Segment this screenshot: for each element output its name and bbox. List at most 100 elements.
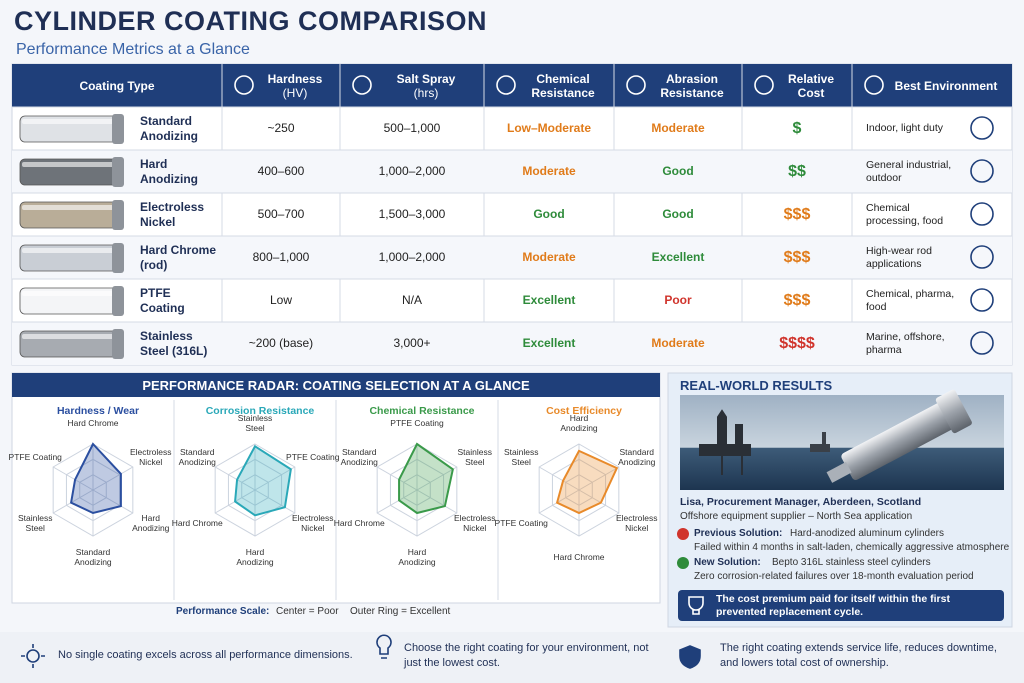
header-icon: [496, 75, 516, 95]
cell: Good: [662, 207, 694, 221]
column-header: Chemical Resistance: [518, 64, 608, 107]
cylinder-cap: [112, 243, 124, 273]
ok-icon: [677, 557, 689, 569]
header-icon: [626, 75, 646, 95]
environment-icon: [970, 245, 994, 269]
radar-spoke: [578, 489, 620, 514]
radar-axis-label: Electroless Nickel: [615, 513, 658, 534]
radar-title: PERFORMANCE RADAR: COATING SELECTION AT …: [142, 378, 530, 393]
radar-axis-label: Hard Anodizing: [560, 413, 598, 434]
radar-spoke: [376, 466, 418, 491]
new-text: Bepto 316L stainless steel cylinders: [772, 557, 931, 568]
header-icon: [864, 75, 884, 95]
cell: Excellent: [651, 250, 705, 264]
coating-name: Hard Anodizing: [140, 156, 198, 186]
subtitle: Performance Metrics at a Glance: [16, 41, 250, 58]
table-bg: [11, 63, 1013, 366]
radar-title: Chemical Resistance: [369, 405, 475, 417]
column-label: Chemical Resistance: [531, 71, 595, 100]
cell: 500–1,000: [383, 121, 441, 135]
radar-spoke: [52, 489, 94, 514]
row-band: [12, 150, 1012, 193]
radar-axis-label: Stainless Steel: [237, 413, 273, 434]
column-label: Coating Type: [79, 78, 155, 93]
results-title: REAL-WORLD RESULTS: [680, 378, 833, 393]
environment-icon: [970, 202, 994, 226]
oil-rig-far: [810, 432, 830, 452]
cell: 3,000+: [393, 336, 431, 350]
radar-spoke: [538, 466, 580, 491]
column-header: Abrasion Resistance: [648, 64, 736, 107]
radar-spoke: [254, 489, 296, 514]
cell: ~200 (base): [248, 336, 314, 350]
cell: Excellent: [522, 336, 576, 350]
radar-axis-label: Standard Anodizing: [178, 446, 216, 467]
column-label: Salt Spray: [396, 71, 456, 86]
cell: Moderate: [522, 250, 576, 264]
radar-axis-label: Hard Anodizing: [398, 546, 436, 567]
results-banner: The cost premium paid for itself within …: [716, 593, 950, 618]
column-label: Best Environment: [894, 78, 998, 93]
cell: 1,000–2,000: [378, 250, 446, 264]
radar-axis-label: Stainless Steel: [17, 513, 53, 534]
previous-detail: Failed within 4 months in salt-laden, ch…: [694, 542, 1010, 553]
environment-icon: [970, 159, 994, 183]
radar-title: Corrosion Resistance: [205, 405, 315, 417]
footer-text: No single coating excels across all perf…: [58, 649, 353, 661]
results-person: Lisa, Procurement Manager, Aberdeen, Sco…: [680, 496, 922, 508]
footer-text: Choose the right coating for your enviro…: [404, 642, 649, 669]
cell: Excellent: [522, 293, 576, 307]
trophy-icon: [688, 596, 704, 615]
photo-cylinder: [826, 389, 972, 483]
radar-spoke: [52, 466, 94, 491]
row-band: [12, 236, 1012, 279]
radar-axis-label: Electroless Nickel: [453, 513, 496, 534]
cell: $$$: [783, 206, 811, 223]
radar-shape: [69, 442, 122, 515]
radar-axis-label: Hard Anodizing: [132, 513, 170, 534]
column-unit: (HV): [282, 85, 308, 100]
cylinder-highlight: [22, 205, 118, 210]
coating-name: Hard Chrome (rod): [140, 242, 217, 272]
cell: Moderate: [522, 164, 576, 178]
radar-spoke: [578, 466, 620, 491]
column-header: Salt Spray (hrs): [374, 64, 478, 107]
radar-axis-label: Standard Anodizing: [340, 446, 378, 467]
radar-axis-label: Hard Chrome: [553, 551, 605, 562]
scale-outer: Outer Ring = Excellent: [350, 606, 451, 617]
column-header: Relative Cost: [776, 64, 846, 107]
oil-rig: [699, 409, 751, 475]
cylinder-highlight: [22, 162, 118, 167]
environment: Chemical processing, food: [866, 201, 944, 227]
cylinder-cap: [112, 286, 124, 316]
cell: Good: [662, 164, 694, 178]
radar-axis-label: Hard Chrome: [171, 518, 223, 529]
results-role: Offshore equipment supplier – North Sea …: [680, 511, 913, 522]
radar-axis-label: Stainless Steel: [457, 446, 493, 467]
radar-axis-label: Electroless Nickel: [129, 446, 172, 467]
environment: Chemical, pharma, food: [866, 287, 955, 313]
cell: Good: [533, 207, 565, 221]
cell: ~250: [267, 121, 295, 135]
cell: $$$$: [779, 335, 815, 352]
column-label: Hardness: [267, 71, 323, 86]
new-detail: Zero corrosion-related failures over 18-…: [694, 571, 974, 582]
radar-spoke: [92, 466, 134, 491]
cell: 800–1,000: [252, 250, 310, 264]
coating-name: PTFE Coating: [140, 285, 185, 315]
cell: N/A: [401, 293, 422, 307]
cell: $$$: [783, 249, 811, 266]
cell: 1,000–2,000: [378, 164, 446, 178]
radar-axis-label: Hard Chrome: [333, 518, 385, 529]
radar-spoke: [538, 489, 580, 514]
footer-icons: [21, 634, 701, 669]
environment: Marine, offshore, pharma: [866, 330, 945, 356]
radar-spoke: [254, 466, 296, 491]
radar-header-bg: [12, 373, 660, 397]
footer-text: The right coating extends service life, …: [720, 642, 997, 669]
radar-axis-label: Stainless Steel: [503, 446, 539, 467]
radar-shape: [398, 442, 454, 515]
cell: Low–Moderate: [506, 121, 591, 135]
environment: Indoor, light duty: [866, 122, 944, 134]
